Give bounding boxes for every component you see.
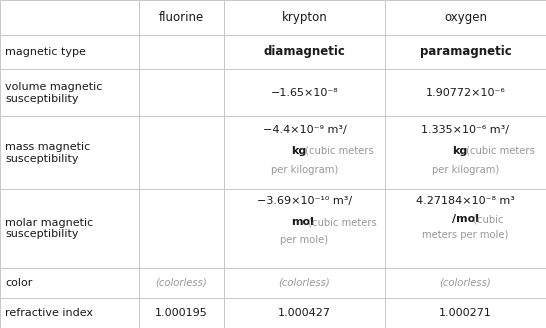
Bar (224, 35, 385, 69)
Text: krypton: krypton (282, 11, 327, 24)
Text: mass magnetic
susceptibility: mass magnetic susceptibility (5, 142, 91, 164)
Bar (385, 298, 546, 328)
Text: 1.335×10⁻⁶ m³/: 1.335×10⁻⁶ m³/ (422, 125, 509, 134)
Bar (139, 268, 224, 298)
Bar (139, 69, 224, 116)
Text: paramagnetic: paramagnetic (419, 46, 512, 58)
Bar (385, 35, 546, 69)
Bar (385, 116, 546, 190)
Bar (224, 116, 385, 190)
Text: kg: kg (452, 146, 467, 156)
Bar (139, 116, 224, 190)
Text: 1.000427: 1.000427 (278, 308, 331, 318)
Text: /mol: /mol (452, 214, 479, 224)
Text: (cubic meters: (cubic meters (306, 217, 377, 227)
Text: magnetic type: magnetic type (5, 47, 86, 57)
Text: mol: mol (290, 217, 313, 227)
Bar (139, 0, 224, 35)
Text: color: color (5, 278, 33, 288)
Text: (cubic meters: (cubic meters (463, 146, 535, 156)
Bar (139, 35, 224, 69)
Text: 1.000271: 1.000271 (439, 308, 492, 318)
Bar (385, 268, 546, 298)
Text: diamagnetic: diamagnetic (264, 46, 345, 58)
Text: molar magnetic
susceptibility: molar magnetic susceptibility (5, 218, 94, 239)
Text: (colorless): (colorless) (156, 278, 207, 288)
Bar (224, 0, 385, 35)
Text: (cubic: (cubic (470, 214, 503, 224)
Bar (0, 116, 139, 190)
Bar (224, 190, 385, 268)
Bar (385, 190, 546, 268)
Text: −1.65×10⁻⁸: −1.65×10⁻⁸ (271, 88, 338, 98)
Text: (colorless): (colorless) (440, 278, 491, 288)
Text: −4.4×10⁻⁹ m³/: −4.4×10⁻⁹ m³/ (263, 125, 346, 134)
Bar (0, 0, 139, 35)
Bar (0, 190, 139, 268)
Text: 4.27184×10⁻⁸ m³: 4.27184×10⁻⁸ m³ (416, 196, 515, 206)
Text: kg: kg (290, 146, 306, 156)
Bar (0, 35, 139, 69)
Bar (224, 69, 385, 116)
Text: 1.000195: 1.000195 (155, 308, 208, 318)
Bar (385, 0, 546, 35)
Bar (385, 69, 546, 116)
Text: per kilogram): per kilogram) (432, 165, 499, 175)
Text: −3.69×10⁻¹⁰ m³/: −3.69×10⁻¹⁰ m³/ (257, 196, 352, 206)
Text: (cubic meters: (cubic meters (301, 146, 373, 156)
Bar (0, 298, 139, 328)
Text: (colorless): (colorless) (278, 278, 330, 288)
Text: per mole): per mole) (280, 235, 329, 245)
Bar (139, 190, 224, 268)
Text: fluorine: fluorine (159, 11, 204, 24)
Text: 1.90772×10⁻⁶: 1.90772×10⁻⁶ (425, 88, 506, 98)
Bar (0, 268, 139, 298)
Text: meters per mole): meters per mole) (422, 230, 509, 240)
Text: refractive index: refractive index (5, 308, 93, 318)
Bar (139, 298, 224, 328)
Bar (0, 69, 139, 116)
Text: oxygen: oxygen (444, 11, 487, 24)
Text: volume magnetic
susceptibility: volume magnetic susceptibility (5, 82, 103, 104)
Bar (224, 298, 385, 328)
Text: per kilogram): per kilogram) (271, 165, 338, 175)
Bar (224, 268, 385, 298)
